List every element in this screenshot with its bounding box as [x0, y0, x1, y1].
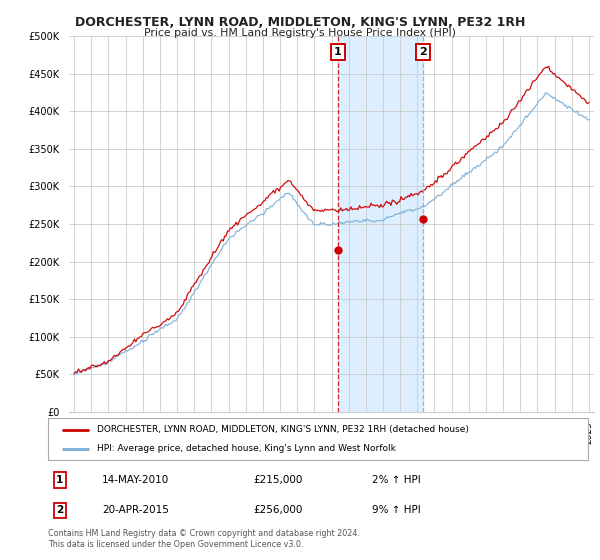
- Text: 20-APR-2015: 20-APR-2015: [102, 505, 169, 515]
- Text: 14-MAY-2010: 14-MAY-2010: [102, 475, 169, 485]
- Text: 2% ↑ HPI: 2% ↑ HPI: [372, 475, 421, 485]
- Text: £256,000: £256,000: [253, 505, 302, 515]
- Text: 2: 2: [419, 47, 427, 57]
- Text: 2: 2: [56, 505, 64, 515]
- Text: £215,000: £215,000: [253, 475, 302, 485]
- Bar: [338, 36, 422, 412]
- Text: Contains HM Land Registry data © Crown copyright and database right 2024.
This d: Contains HM Land Registry data © Crown c…: [48, 529, 360, 549]
- Text: 1: 1: [56, 475, 64, 485]
- Text: HPI: Average price, detached house, King's Lynn and West Norfolk: HPI: Average price, detached house, King…: [97, 445, 395, 454]
- Text: DORCHESTER, LYNN ROAD, MIDDLETON, KING'S LYNN, PE32 1RH (detached house): DORCHESTER, LYNN ROAD, MIDDLETON, KING'S…: [97, 425, 469, 434]
- Text: DORCHESTER, LYNN ROAD, MIDDLETON, KING'S LYNN, PE32 1RH: DORCHESTER, LYNN ROAD, MIDDLETON, KING'S…: [75, 16, 525, 29]
- Text: 1: 1: [334, 47, 342, 57]
- Text: 9% ↑ HPI: 9% ↑ HPI: [372, 505, 421, 515]
- Text: Price paid vs. HM Land Registry's House Price Index (HPI): Price paid vs. HM Land Registry's House …: [144, 28, 456, 38]
